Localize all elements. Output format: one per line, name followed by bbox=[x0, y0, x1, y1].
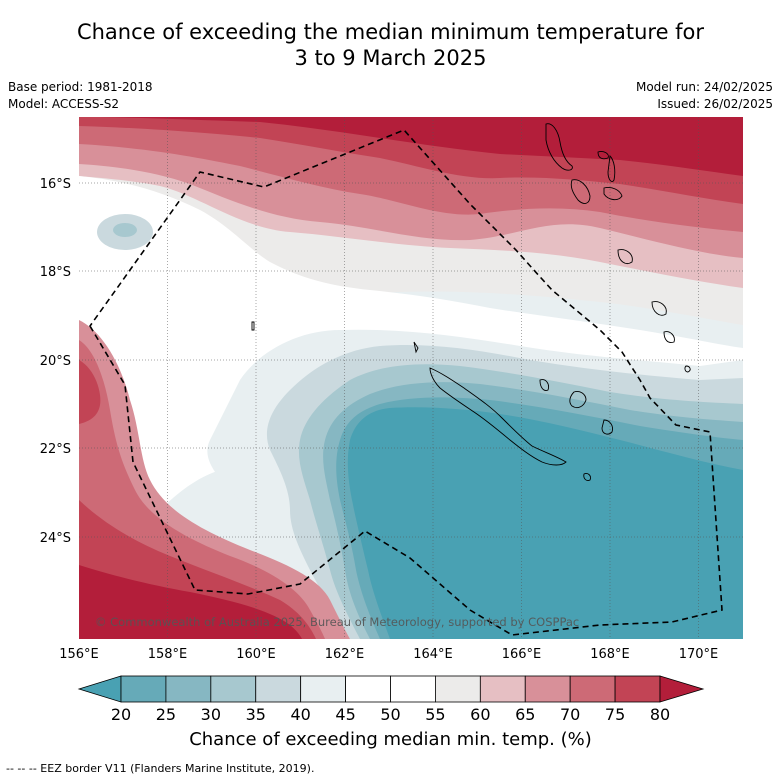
lon-label: 168°E bbox=[590, 647, 630, 662]
colorbar-extend-high bbox=[659, 675, 705, 703]
colorbar-segment bbox=[569, 675, 616, 703]
lat-label: 18°S bbox=[40, 265, 71, 280]
lon-label: 158°E bbox=[148, 647, 188, 662]
colorbar-segment bbox=[390, 675, 436, 703]
band-nw-blue-core bbox=[113, 223, 137, 237]
colorbar-tick-label: 70 bbox=[560, 705, 580, 724]
colorbar-segment bbox=[435, 675, 481, 703]
lat-label: 22°S bbox=[40, 442, 71, 457]
colorbar bbox=[77, 675, 705, 703]
colorbar-tick-label: 45 bbox=[335, 705, 355, 724]
lon-label: 166°E bbox=[502, 647, 542, 662]
colorbar-segment bbox=[524, 675, 571, 703]
colorbar-tick-label: 75 bbox=[605, 705, 625, 724]
loyalty-ouvea bbox=[539, 379, 549, 391]
chart-title-line1: Chance of exceeding the median minimum t… bbox=[76, 20, 705, 44]
colorbar-segment bbox=[614, 675, 661, 703]
colorbar-tick-label: 55 bbox=[425, 705, 445, 724]
map-field: © Commonwealth of Australia 2025, Bureau… bbox=[79, 117, 743, 639]
band-west-80-small bbox=[79, 360, 101, 424]
lon-label: 170°E bbox=[679, 647, 719, 662]
colorbar-segment bbox=[479, 675, 526, 703]
issued-date: Issued: 26/02/2025 bbox=[657, 97, 773, 111]
band-80 bbox=[79, 117, 743, 176]
model-run: Model run: 24/02/2025 bbox=[635, 80, 773, 94]
colorbar-tick-label: 50 bbox=[380, 705, 400, 724]
colorbar-tick-label: 30 bbox=[201, 705, 221, 724]
colorbar-segment bbox=[210, 675, 257, 703]
band-west-80 bbox=[79, 565, 302, 639]
vanuatu-tanna bbox=[651, 301, 667, 316]
loyalty-lifou bbox=[569, 391, 587, 409]
loyalty-mare bbox=[601, 419, 613, 435]
colorbar-segment bbox=[255, 675, 302, 703]
colorbar-ticks: 20 25 30 35 40 45 50 55 60 65 70 75 80 bbox=[111, 705, 670, 724]
model-name: Model: ACCESS-S2 bbox=[8, 97, 120, 111]
eez-footnote: -- -- -- EEZ border V11 (Flanders Marine… bbox=[6, 762, 315, 775]
colorbar-segment bbox=[300, 675, 346, 703]
lat-label: 24°S bbox=[40, 531, 71, 546]
band-20-minus bbox=[347, 407, 743, 639]
vanuatu-pentecost bbox=[607, 155, 616, 183]
colorbar-tick-label: 65 bbox=[515, 705, 535, 724]
colorbar-tick-label: 35 bbox=[246, 705, 266, 724]
lon-label: 156°E bbox=[59, 647, 99, 662]
colorbar-extend-low bbox=[77, 675, 122, 703]
vanuatu-erromango bbox=[617, 249, 633, 264]
lat-label: 20°S bbox=[40, 354, 71, 369]
colorbar-segment bbox=[345, 675, 391, 703]
graticule bbox=[79, 117, 743, 639]
chart-title-line2: 3 to 9 March 2025 bbox=[294, 46, 487, 70]
isle-of-pines bbox=[583, 473, 591, 481]
colorbar-segment bbox=[120, 675, 167, 703]
vanuatu-malekula bbox=[570, 179, 591, 204]
colorbar-tick-label: 40 bbox=[290, 705, 310, 724]
meta-right: Model run: 24/02/2025 Issued: 26/02/2025 bbox=[636, 79, 773, 113]
lon-label: 164°E bbox=[413, 647, 453, 662]
colorbar-tick-label: 20 bbox=[111, 705, 131, 724]
lon-label: 160°E bbox=[236, 647, 276, 662]
lon-label: 162°E bbox=[325, 647, 365, 662]
colorbar-segment bbox=[165, 675, 212, 703]
lat-labels: 16°S 18°S 20°S 22°S 24°S bbox=[40, 177, 71, 546]
vanuatu-espiritu-santo bbox=[545, 123, 573, 171]
vanuatu-efate bbox=[603, 187, 623, 201]
copyright-text: © Commonwealth of Australia 2025, Bureau… bbox=[95, 615, 579, 629]
vanuatu-ambae bbox=[597, 151, 609, 160]
lat-label: 16°S bbox=[40, 177, 71, 192]
colorbar-tick-label: 80 bbox=[650, 705, 670, 724]
coastlines bbox=[251, 123, 691, 481]
new-caledonia-main bbox=[429, 367, 567, 466]
islet-chesterfield bbox=[413, 341, 419, 354]
vanuatu-aneityum bbox=[663, 331, 675, 343]
colorbar-tick-label: 60 bbox=[470, 705, 490, 724]
colorbar-tick-label: 25 bbox=[156, 705, 176, 724]
islet-east bbox=[684, 365, 691, 373]
meta-left: Base period: 1981-2018 Model: ACCESS-S2 bbox=[8, 79, 153, 113]
colorbar-title: Chance of exceeding median min. temp. (%… bbox=[189, 729, 592, 750]
base-period: Base period: 1981-2018 bbox=[8, 80, 153, 94]
lon-labels: 156°E 158°E 160°E 162°E 164°E 166°E 168°… bbox=[59, 647, 718, 662]
islet-west bbox=[251, 321, 255, 331]
